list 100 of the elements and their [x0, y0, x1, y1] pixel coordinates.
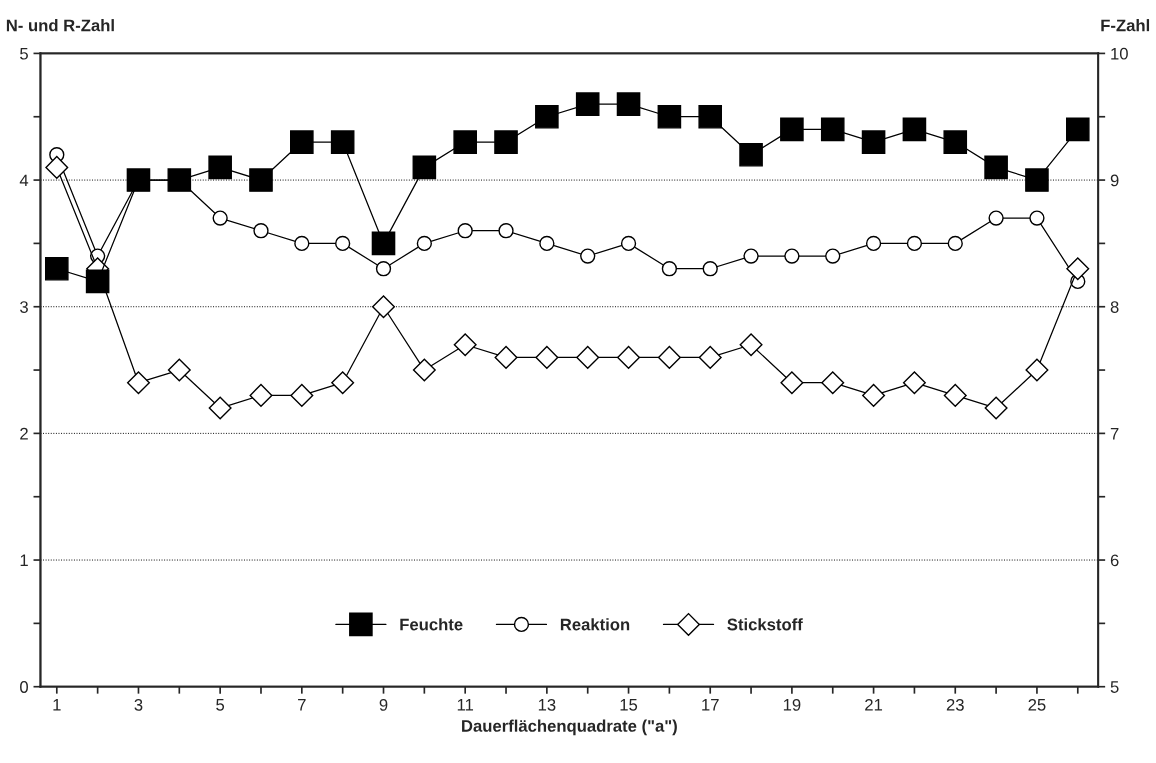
x-tick-label: 3 — [134, 698, 143, 711]
point — [780, 371, 804, 395]
point — [539, 235, 555, 252]
point — [85, 269, 110, 294]
point — [294, 235, 310, 252]
point — [45, 155, 69, 179]
point — [743, 248, 759, 264]
point — [1065, 117, 1090, 142]
y2-tick-label: 6 — [1110, 554, 1119, 567]
x-tick-label: 25 — [1028, 698, 1046, 711]
y-tick-label: 1 — [20, 554, 28, 567]
point — [616, 92, 641, 116]
x-tick-label: 15 — [620, 699, 638, 711]
point — [943, 130, 968, 154]
point — [249, 383, 273, 407]
point — [44, 256, 69, 281]
x-tick-label: 7 — [298, 699, 306, 711]
point — [906, 235, 923, 252]
point — [820, 117, 845, 142]
point — [290, 383, 314, 407]
point — [412, 155, 437, 180]
point — [947, 235, 963, 252]
point — [861, 130, 886, 154]
point — [253, 223, 269, 239]
legend-label: Feuchte — [400, 618, 463, 631]
point — [494, 345, 518, 369]
point — [494, 130, 518, 154]
point — [739, 333, 763, 357]
point — [453, 333, 477, 357]
x-axis-title: Dauerflächenquadrate ("a") — [462, 719, 677, 736]
y-tick-label: 3 — [20, 301, 28, 313]
point — [249, 168, 273, 192]
point — [657, 104, 682, 129]
point — [862, 383, 886, 407]
point — [821, 371, 845, 395]
point — [984, 155, 1008, 180]
point — [698, 104, 723, 129]
point — [988, 210, 1004, 226]
point — [825, 248, 841, 264]
x-tick-label: 23 — [946, 698, 964, 711]
point — [453, 130, 477, 154]
legend-label: Stickstoff — [727, 618, 803, 631]
point — [576, 345, 600, 369]
y-tick-label: 0 — [20, 681, 28, 693]
point — [620, 235, 637, 252]
point — [335, 235, 351, 252]
point — [412, 358, 436, 382]
point — [330, 130, 355, 154]
x-tick-label: 11 — [457, 699, 474, 711]
point — [698, 345, 722, 369]
point — [702, 261, 718, 277]
point — [212, 210, 228, 226]
y-tick-label: 2 — [20, 427, 28, 440]
point — [535, 104, 559, 129]
x-tick-label: 19 — [783, 698, 801, 711]
point — [208, 396, 232, 420]
point — [580, 248, 596, 264]
y2-tick-label: 5 — [1110, 681, 1119, 693]
point — [375, 261, 392, 277]
point — [1066, 257, 1090, 281]
x-tick-label: 9 — [379, 698, 388, 711]
point — [498, 223, 514, 239]
point — [126, 371, 150, 395]
y-tick-label: 4 — [19, 174, 29, 187]
point — [780, 117, 804, 142]
y2-tick-label: 9 — [1110, 174, 1119, 187]
y2-axis-title: F-Zahl — [1101, 19, 1150, 32]
point — [902, 117, 927, 142]
point — [902, 371, 926, 395]
x-tick-label: 17 — [702, 699, 719, 711]
point — [457, 223, 473, 239]
y-axis-title: N- und R-Zahl — [6, 19, 114, 32]
point — [1025, 358, 1049, 382]
point — [535, 345, 559, 369]
point — [661, 261, 678, 277]
point — [416, 235, 432, 252]
point — [739, 142, 763, 167]
y2-tick-label: 10 — [1111, 47, 1128, 60]
y2-tick-label: 7 — [1110, 427, 1119, 440]
point — [943, 383, 967, 407]
x-tick-label: 1 — [53, 699, 61, 711]
point — [167, 358, 191, 382]
point — [331, 371, 355, 395]
y2-tick-label: 8 — [1110, 301, 1119, 313]
legend-label: Reaktion — [560, 618, 630, 631]
x-tick-label: 5 — [216, 699, 225, 711]
point — [865, 235, 882, 252]
y-tick-label: 5 — [20, 47, 28, 60]
point — [575, 92, 600, 116]
point — [372, 295, 396, 319]
point — [657, 345, 681, 369]
x-tick-label: 21 — [865, 698, 883, 711]
point — [371, 231, 396, 256]
point — [1025, 168, 1049, 192]
point — [984, 396, 1008, 420]
point — [290, 130, 314, 154]
point — [208, 155, 232, 180]
point — [784, 248, 800, 264]
x-tick-label: 13 — [538, 698, 556, 711]
point — [1029, 210, 1045, 226]
